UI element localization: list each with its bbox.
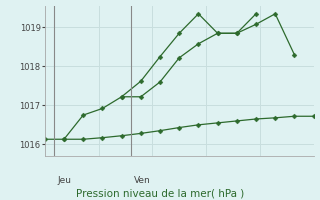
- Text: Pression niveau de la mer( hPa ): Pression niveau de la mer( hPa ): [76, 188, 244, 198]
- Text: Ven: Ven: [134, 176, 151, 185]
- Text: Jeu: Jeu: [58, 176, 72, 185]
